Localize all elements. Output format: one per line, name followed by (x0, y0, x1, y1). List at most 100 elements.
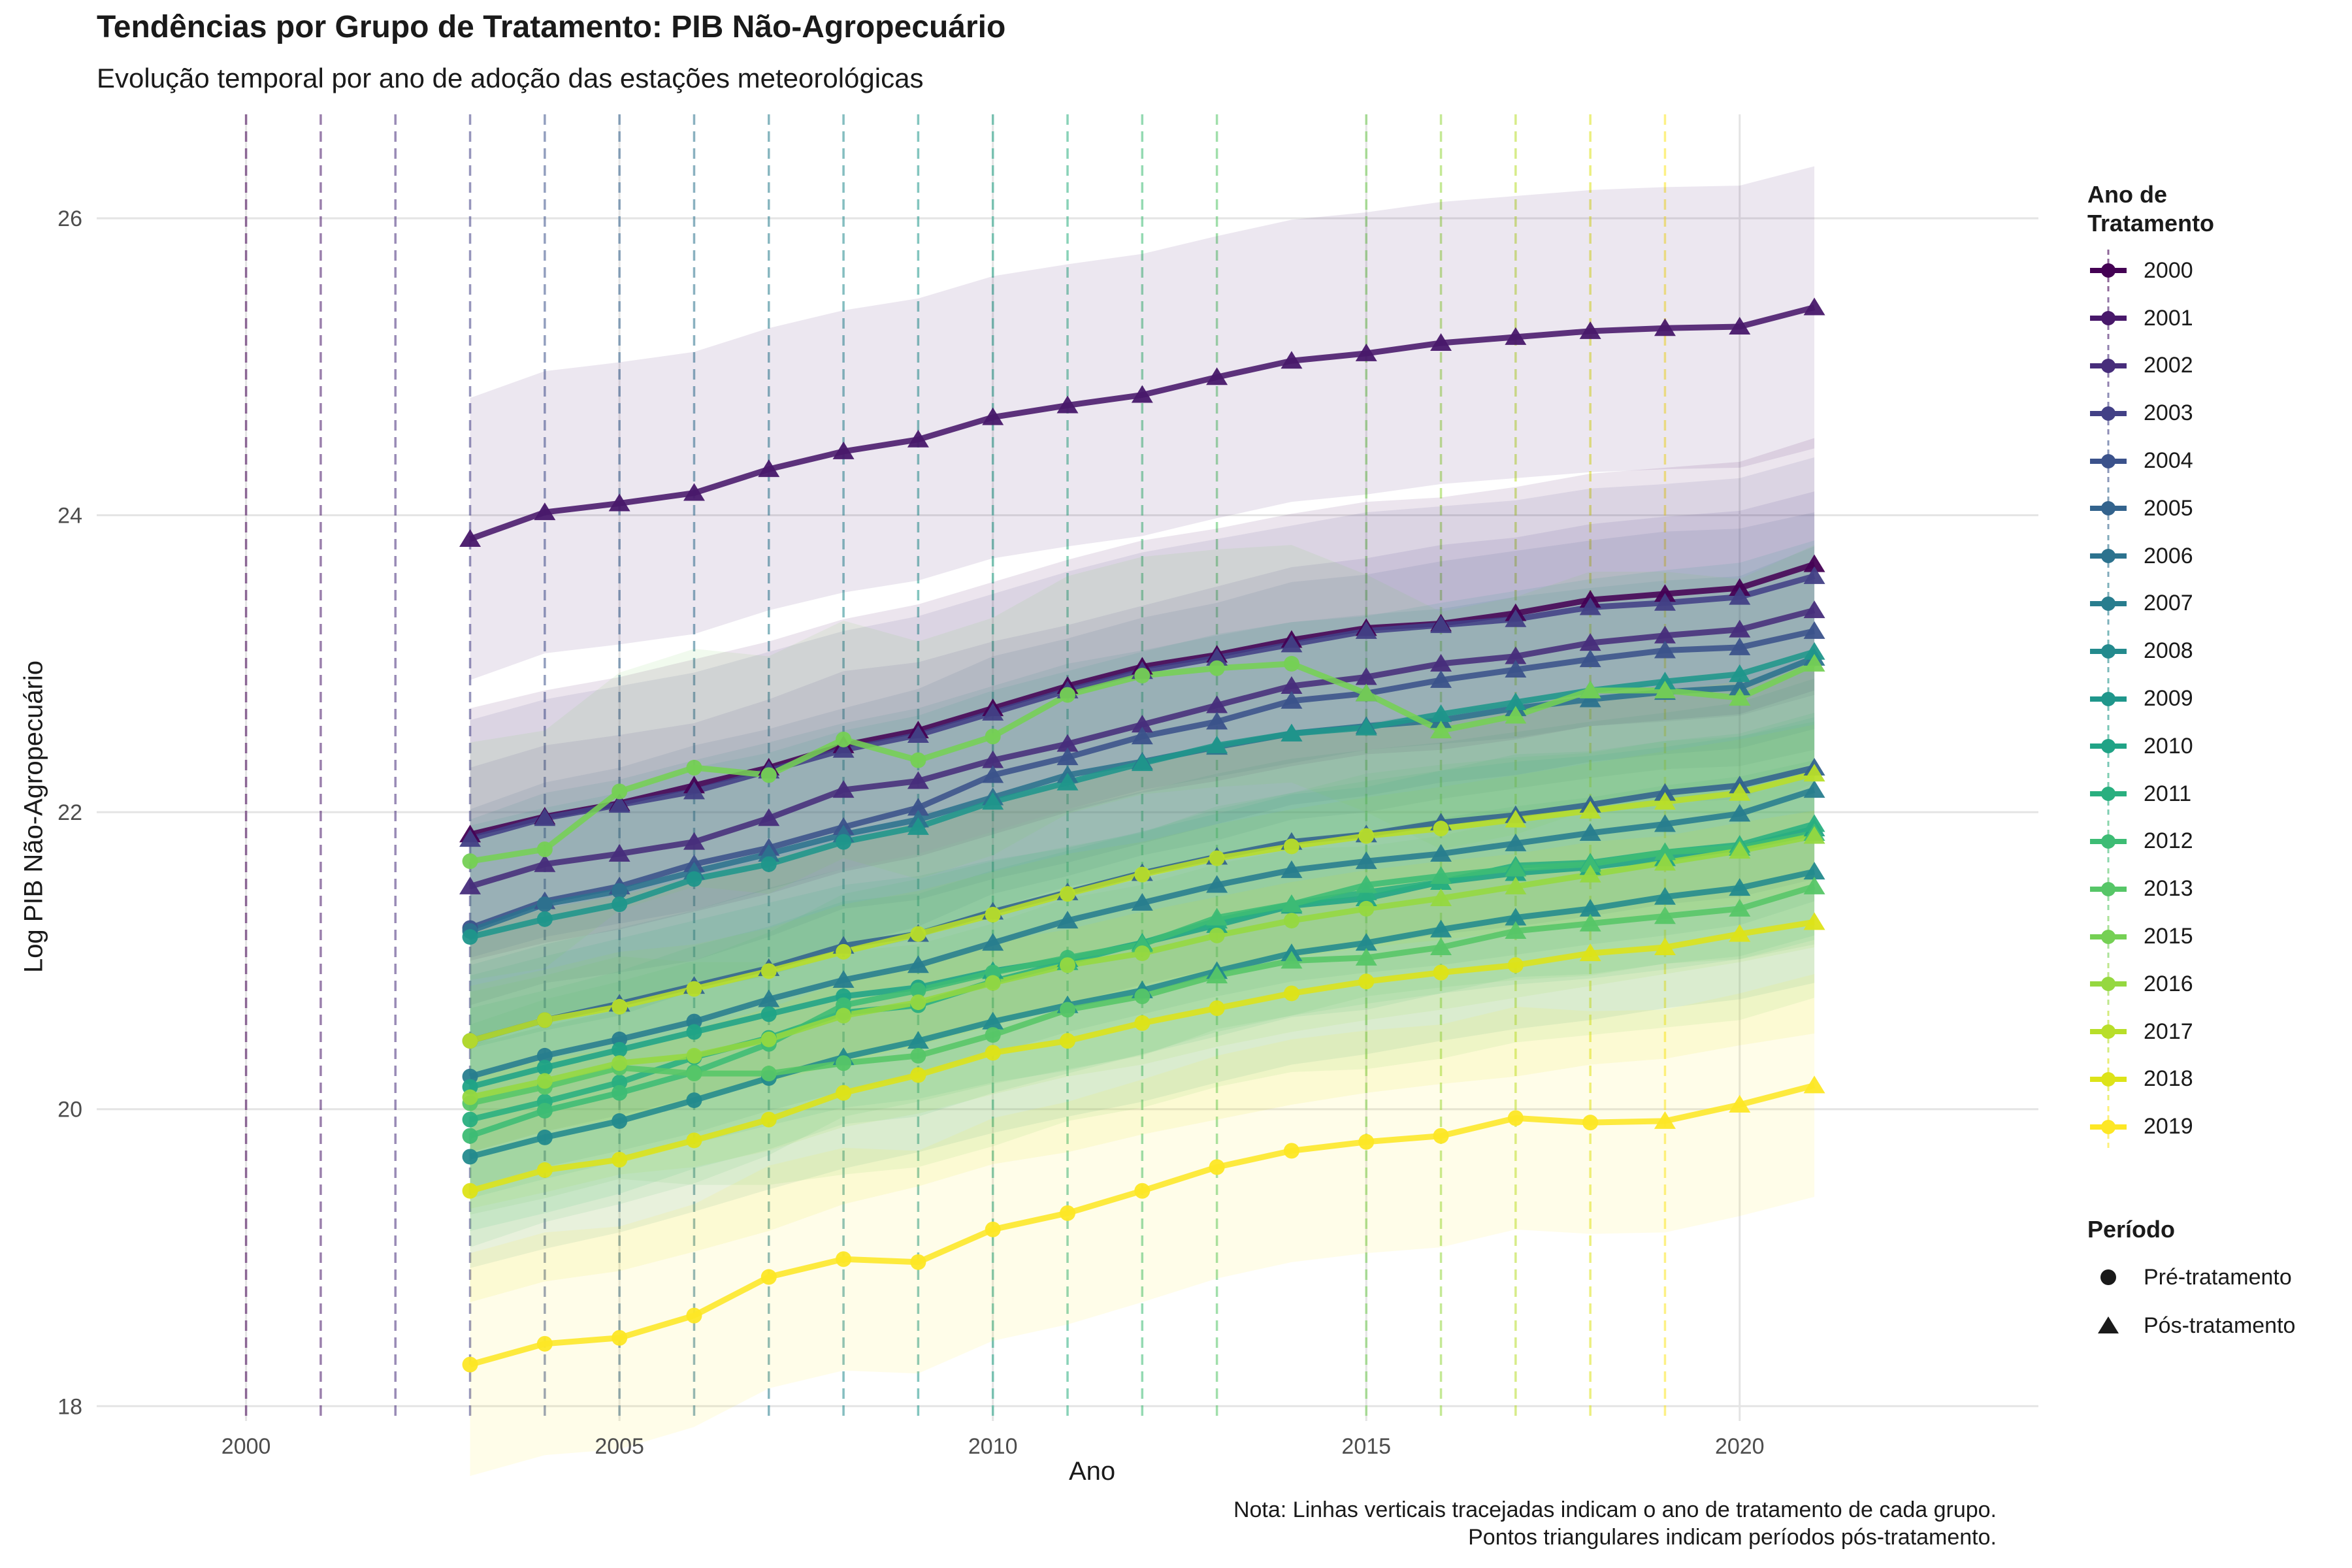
point-2018-2017 (1507, 957, 1524, 973)
point-2004-2009 (907, 798, 929, 816)
point-2002-2009 (907, 771, 929, 789)
point-2008-2003 (462, 1149, 478, 1165)
point-2000-2020 (1729, 578, 1751, 596)
point-2018-2018 (1579, 943, 1601, 962)
point-2007-2010 (982, 933, 1004, 951)
point-2002-2019 (1654, 625, 1676, 644)
point-2012-2015 (1355, 875, 1377, 893)
y-tick-label: 20 (57, 1098, 82, 1122)
point-2016-2009 (910, 994, 926, 1011)
point-2018-2005 (612, 1152, 628, 1168)
point-2015-2003 (462, 853, 478, 870)
point-2019-2004 (536, 1335, 553, 1352)
point-2002-2004 (534, 854, 556, 872)
point-2011-2021 (1803, 814, 1825, 832)
point-2011-2003 (462, 1111, 478, 1128)
legend-key-2017 (2090, 1011, 2127, 1053)
point-2009-2003 (462, 929, 478, 945)
legend-item-2011: 2011 (2087, 770, 2244, 818)
point-2007-2004 (536, 1047, 553, 1064)
point-2013-2018 (1579, 913, 1601, 932)
point-2002-2008 (832, 780, 855, 798)
caption-line-2: Pontos triangulares indicam períodos pós… (1468, 1525, 1997, 1550)
legend-key-2008 (2090, 630, 2127, 672)
point-2006-2005 (612, 883, 628, 899)
point-2016-2016 (1430, 889, 1452, 906)
ribbon-2004 (470, 512, 1815, 1047)
point-2017-2011 (1060, 886, 1075, 902)
point-2015-2011 (1060, 687, 1075, 703)
point-2004-2010 (982, 765, 1004, 783)
point-2013-2014 (1281, 951, 1303, 969)
legend-label: 2011 (2144, 781, 2192, 806)
point-2003-2013 (1206, 647, 1228, 666)
point-2008-2020 (1729, 878, 1751, 896)
chart-caption: Nota: Linhas verticais tracejadas indica… (1233, 1496, 1997, 1551)
point-2019-2017 (1507, 1110, 1524, 1126)
point-2007-2013 (1206, 875, 1228, 893)
point-2002-2017 (1505, 646, 1527, 664)
point-2003-2010 (982, 702, 1004, 721)
point-2002-2014 (1281, 676, 1303, 694)
point-2008-2006 (686, 1092, 702, 1109)
point-2002-2003 (459, 876, 482, 894)
point-2000-2019 (1654, 584, 1676, 602)
point-2016-2021 (1803, 826, 1825, 844)
point-2013-2013 (1206, 966, 1228, 984)
point-2003-2003 (459, 829, 482, 847)
point-2003-2014 (1281, 634, 1303, 653)
legend-key-2006 (2090, 535, 2127, 578)
point-2009-2019 (1654, 672, 1676, 690)
point-2013-2016 (1430, 938, 1452, 955)
point-2007-2012 (1131, 892, 1153, 911)
shape-legend-item-triangle: Pós-tratamento (2087, 1301, 2295, 1350)
point-2018-2020 (1729, 924, 1751, 942)
point-2017-2019 (1654, 792, 1676, 810)
point-2009-2020 (1729, 664, 1751, 682)
confidence-ribbons (470, 166, 1815, 1477)
point-2001-2021 (1803, 297, 1825, 316)
point-2002-2012 (1131, 715, 1153, 733)
point-2013-2011 (1060, 1002, 1075, 1018)
legend-label: 2010 (2144, 733, 2193, 759)
legend-label: 2001 (2144, 305, 2193, 331)
point-2015-2009 (910, 752, 926, 768)
legend-item-2017: 2017 (2087, 1008, 2244, 1056)
point-2017-2008 (836, 943, 852, 960)
point-2019-2015 (1358, 1134, 1375, 1150)
point-2015-2010 (985, 728, 1001, 745)
point-2009-2015 (1355, 717, 1377, 736)
chart-subtitle: Evolução temporal por ano de adoção das … (97, 63, 924, 93)
point-2002-2013 (1206, 695, 1228, 713)
point-2008-2015 (1355, 933, 1377, 951)
point-2016-2005 (612, 1055, 628, 1071)
point-2017-2003 (462, 1033, 478, 1049)
point-2004-2020 (1729, 637, 1751, 655)
point-2019-2010 (985, 1221, 1001, 1237)
point-2015-2004 (536, 841, 553, 857)
legend-key-2007 (2090, 582, 2127, 625)
shape-legend-label: Pré-tratamento (2144, 1264, 2292, 1290)
legend-key-2015 (2090, 915, 2127, 958)
point-2017-2018 (1579, 800, 1601, 819)
point-2004-2013 (1206, 711, 1228, 730)
point-2017-2016 (1433, 821, 1449, 837)
point-2019-2007 (760, 1269, 777, 1285)
point-2008-2021 (1803, 862, 1825, 880)
point-2004-2017 (1505, 660, 1527, 678)
point-2002-2006 (683, 832, 705, 850)
point-2001-2019 (1654, 318, 1676, 336)
y-tick-label: 22 (57, 800, 82, 825)
point-2019-2008 (836, 1251, 852, 1267)
point-2017-2010 (985, 907, 1001, 923)
point-2001-2017 (1505, 327, 1527, 345)
point-2001-2018 (1579, 321, 1601, 339)
legend-label: 2008 (2144, 638, 2193, 664)
point-2009-2009 (907, 817, 929, 835)
legend-label: 2016 (2144, 971, 2193, 996)
y-tick-labels: 18 20 22 24 26 (57, 206, 82, 1419)
point-2008-2017 (1505, 907, 1527, 926)
ribbon-2009 (470, 540, 1815, 1049)
point-2009-2007 (760, 856, 777, 872)
point-2010-2004 (536, 1060, 553, 1076)
